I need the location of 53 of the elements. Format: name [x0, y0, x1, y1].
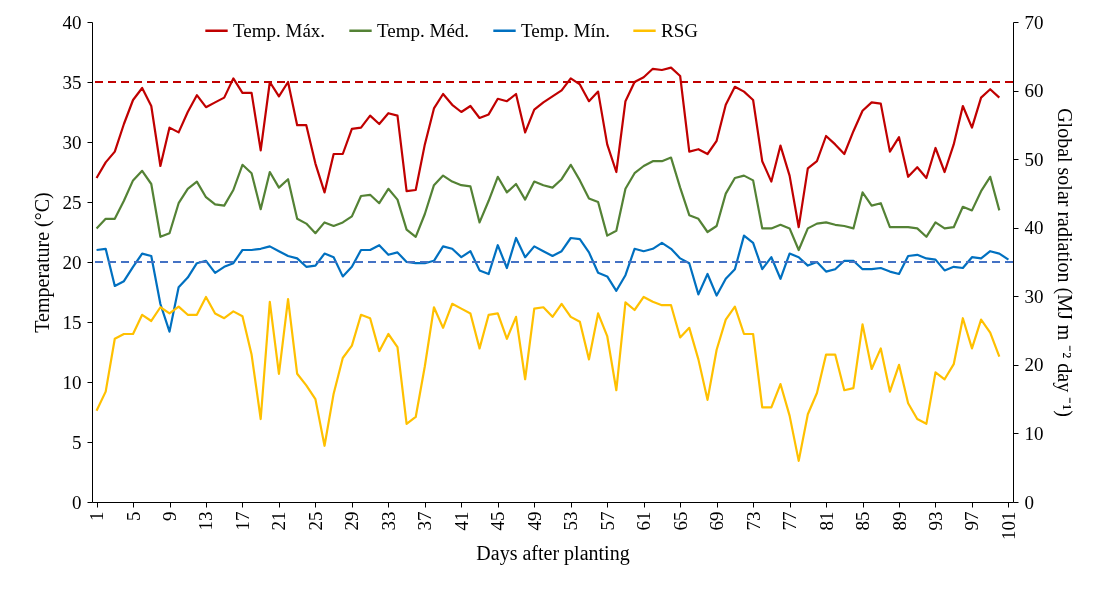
y-tick-label: 10 [62, 371, 82, 393]
x-tick-label: 9 [159, 511, 181, 521]
x-tick-label: 1 [86, 511, 108, 521]
y-tick-label: 25 [62, 191, 82, 213]
x-tick-label: 97 [961, 511, 983, 531]
y-axis-title: Temperature (°C) [30, 192, 54, 333]
x-tick-label: 93 [924, 511, 946, 531]
x-tick-label: 49 [523, 511, 545, 531]
x-tick-label: 65 [669, 511, 691, 531]
y-tick-label: 35 [62, 71, 82, 93]
y2-tick-label: 0 [1024, 491, 1034, 513]
x-tick-label: 73 [742, 511, 764, 531]
x-tick-label: 101 [997, 511, 1019, 540]
x-tick-label: 61 [633, 511, 655, 531]
y-tick-label: 30 [62, 131, 82, 153]
x-tick-label: 45 [487, 511, 509, 531]
line-series [95, 234, 1010, 333]
legend-label: Temp. Mín. [521, 19, 610, 41]
y-tick-label: 40 [62, 11, 82, 33]
x-tick-label: 13 [195, 511, 217, 531]
x-tick-label: 37 [414, 511, 436, 531]
x-tick-label: 29 [341, 511, 363, 531]
x-tick-label: 69 [706, 511, 728, 531]
x-axis-title: Days after planting [476, 542, 630, 565]
y2-tick-label: 10 [1024, 422, 1044, 444]
y-tick-label: 0 [72, 491, 82, 513]
line-series [95, 156, 1001, 252]
y-tick-label: 15 [62, 311, 82, 333]
y-tick-label: 5 [72, 431, 82, 453]
x-tick-label: 53 [560, 511, 582, 531]
x-tick-label: 89 [888, 511, 910, 531]
y2-axis-title: Global solar radiation (MJ m ⁻² day ⁻¹) [1052, 108, 1076, 417]
x-tick-label: 81 [815, 511, 837, 531]
y2-tick-label: 60 [1024, 80, 1044, 102]
legend-label: Temp. Méd. [377, 19, 470, 41]
x-tick-label: 21 [268, 511, 290, 531]
y2-tick-label: 20 [1024, 354, 1044, 376]
x-tick-label: 5 [122, 511, 144, 521]
x-tick-label: 33 [377, 511, 399, 531]
y2-tick-label: 30 [1024, 285, 1044, 307]
y2-tick-label: 70 [1024, 11, 1044, 33]
y-tick-label: 20 [62, 251, 82, 273]
x-tick-label: 25 [304, 511, 326, 531]
x-tick-label: 17 [231, 511, 253, 531]
x-tick-label: 57 [596, 511, 618, 531]
y2-tick-label: 50 [1024, 148, 1044, 170]
x-tick-label: 85 [852, 511, 874, 531]
x-tick-label: 41 [450, 511, 472, 531]
legend-label: Temp. Máx. [233, 19, 326, 41]
legend-label: RSG [661, 19, 699, 41]
x-tick-label: 77 [779, 511, 801, 531]
y2-tick-label: 40 [1024, 217, 1044, 239]
line-series [95, 295, 1001, 462]
